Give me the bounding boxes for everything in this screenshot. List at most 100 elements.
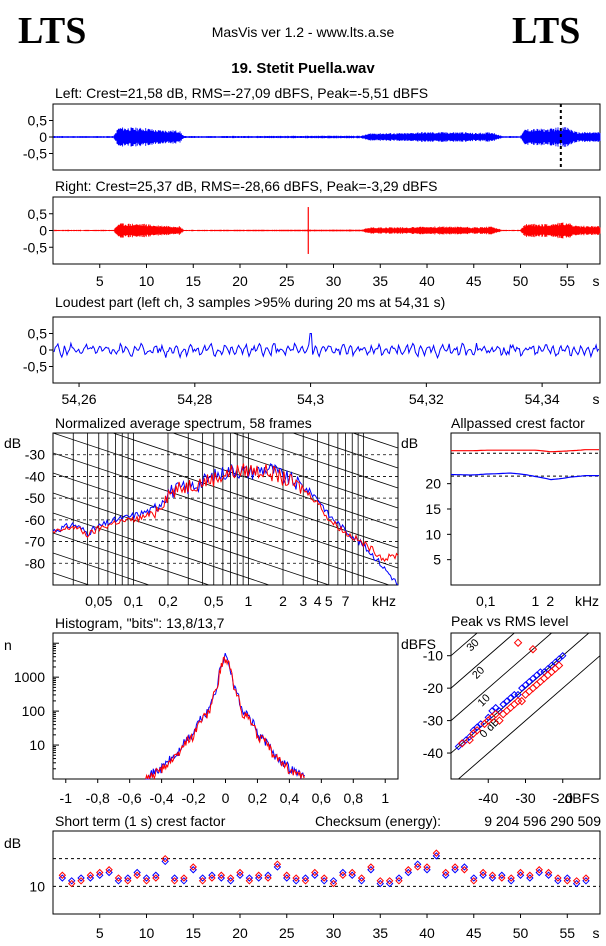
short-term-crest-point-blue <box>152 871 160 879</box>
short-term-crest-point-red <box>479 868 487 877</box>
peak-rms-diagonal <box>451 633 553 722</box>
short-term-crest-point-red <box>161 854 169 863</box>
spectrum-slope-line <box>171 433 398 509</box>
peak-rms-point-blue <box>506 694 515 702</box>
short-term-crest-point-blue <box>376 879 384 888</box>
right-waveform-ytick-label: 0,5 <box>28 206 48 222</box>
lts-logo-left: LTS <box>18 10 87 52</box>
short-term-crest-point-blue <box>198 874 207 882</box>
short-term-crest-point-red <box>283 871 291 879</box>
right-xtick-label: 35 <box>372 273 388 289</box>
checksum-label: Checksum (energy): <box>315 813 441 829</box>
short-term-crest-point-blue <box>554 877 562 885</box>
allpassed-ylabel: dB <box>401 435 418 451</box>
lts-logo-right: LTS <box>512 10 581 52</box>
short-term-crest-point-blue <box>329 877 338 885</box>
short-term-crest-point-red <box>572 877 581 885</box>
allpassed-ytick-label: 5 <box>433 552 441 568</box>
allpassed-xtick-label: 1 <box>531 593 539 609</box>
short-term-crest-point-blue <box>67 877 76 885</box>
short-term-crest-point-blue <box>96 871 104 879</box>
short-term-crest-xtick-label: 55 <box>559 925 575 941</box>
spectrum-slope-line <box>53 313 398 428</box>
short-term-crest-xtick-label: 45 <box>466 925 482 941</box>
peak-rms-ytick-label: -20 <box>423 680 443 696</box>
short-term-crest-point-blue <box>357 877 366 885</box>
peak-rms-point-red <box>551 664 560 673</box>
short-term-crest-point-blue <box>339 868 347 877</box>
short-term-crest-point-blue <box>535 868 543 877</box>
peak-rms-point-red <box>498 709 508 719</box>
peak-rms-point-red <box>472 726 482 735</box>
short-term-crest-point-red <box>217 871 226 879</box>
spectrum-xtick-label: 3 <box>299 593 307 609</box>
checksum-value: 9 204 596 290 509 <box>484 813 601 829</box>
short-term-crest-point-red <box>208 874 216 882</box>
peak-rms-point-red <box>506 703 515 712</box>
short-term-crest-point-red <box>526 871 534 879</box>
short-term-crest-point-red <box>77 877 85 885</box>
short-term-crest-point-blue <box>479 871 487 879</box>
short-term-crest-point-red <box>367 863 375 871</box>
short-term-crest-point-red <box>329 879 338 888</box>
right-xtick-label: 10 <box>139 273 155 289</box>
short-term-crest-point-red <box>582 874 590 882</box>
histogram-xtick-label: -0,2 <box>181 790 205 806</box>
spectrum-ytick-label: -50 <box>25 490 45 506</box>
short-term-crest-point-blue <box>470 874 478 882</box>
right-xtick-label: 25 <box>279 273 295 289</box>
spectrum-slope-line <box>53 512 271 585</box>
peak-rms-ytick-label: -30 <box>423 713 443 729</box>
short-term-crest-point-blue <box>114 877 123 885</box>
allpassed-series-red <box>451 449 599 453</box>
peak-rms-point-red <box>513 638 523 647</box>
short-term-crest-point-red <box>432 849 441 857</box>
peak-rms-point-red <box>510 700 519 709</box>
short-term-crest-point-red <box>124 877 132 885</box>
peak-rms-point-red <box>524 687 534 696</box>
right-waveform-trace <box>53 222 601 239</box>
short-term-crest-point-red <box>348 868 356 877</box>
short-term-crest-ytick-label: 10 <box>29 878 45 894</box>
short-term-crest-point-blue <box>460 863 469 871</box>
spectrum-ytick-label: -60 <box>25 512 45 528</box>
peak-rms-point-blue <box>559 652 567 660</box>
histogram-xtick-label: 0,8 <box>344 790 364 806</box>
histogram-ylabel: n <box>4 637 12 653</box>
short-term-crest-point-blue <box>170 874 179 882</box>
allpassed-ytick-label: 20 <box>425 476 441 492</box>
spectrum-series-blue <box>52 463 399 586</box>
short-term-crest-point-blue <box>245 874 254 882</box>
short-term-crest-point-red <box>451 863 459 871</box>
short-term-crest-xtick-label: 40 <box>419 925 435 941</box>
short-term-crest-point-red <box>423 863 431 871</box>
short-term-crest-point-blue <box>516 871 525 879</box>
spectrum-slope-line <box>291 433 398 469</box>
short-term-crest-point-red <box>320 874 328 882</box>
histogram-xtick-label: -0,6 <box>118 790 142 806</box>
short-term-crest-xunit: s <box>593 925 600 941</box>
peak-rms-diagonal <box>457 655 600 779</box>
short-term-crest-point-red <box>58 871 67 879</box>
peak-rms-point-red <box>521 690 530 699</box>
spectrum-slope-line <box>53 472 391 585</box>
peak-rms-point-blue <box>473 723 481 731</box>
spectrum-ytick-label: -80 <box>25 555 45 571</box>
histogram-xtick-label: 0 <box>222 790 230 806</box>
short-term-crest-point-blue <box>226 877 235 885</box>
short-term-crest-point-blue <box>208 871 216 879</box>
peak-rms-point-blue <box>525 677 533 686</box>
peak-rms-point-red <box>517 696 527 706</box>
spectrum-title: Normalized average spectrum, 58 frames <box>55 415 312 431</box>
short-term-crest-point-red <box>404 866 413 874</box>
short-term-crest-point-red <box>245 877 254 885</box>
spectrum-xtick-label: 4 <box>314 593 322 609</box>
spectrum-ytick-label: -30 <box>25 447 45 463</box>
loudest-part-xtick-label: 54,28 <box>177 391 212 407</box>
short-term-crest-point-blue <box>105 868 113 877</box>
spectrum-slope-line <box>53 452 398 569</box>
short-term-crest-point-blue <box>395 874 403 882</box>
short-term-crest-point-red <box>395 877 403 885</box>
spectrum-slope-line <box>53 233 398 348</box>
